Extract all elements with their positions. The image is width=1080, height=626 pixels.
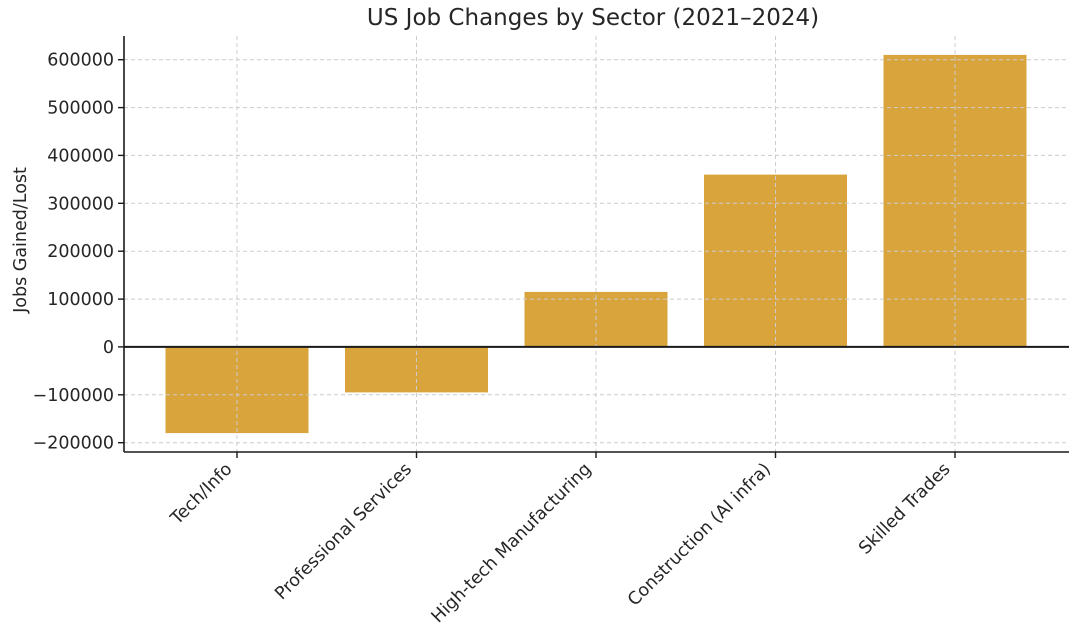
y-tick-label: 0 <box>103 338 114 358</box>
y-axis-title: Jobs Gained/Lost <box>11 167 31 314</box>
y-tick-label: 300000 <box>47 194 114 214</box>
ticks-layer <box>118 59 956 458</box>
y-tick-label: −200000 <box>33 434 114 454</box>
y-tick-label: 100000 <box>47 290 114 310</box>
y-tick-label: 400000 <box>47 146 114 166</box>
y-tick-label: 200000 <box>47 242 114 262</box>
y-tick-label: 600000 <box>47 51 114 71</box>
y-tick-label: −100000 <box>33 386 114 406</box>
chart-title: US Job Changes by Sector (2021–2024) <box>367 5 819 31</box>
y-tick-label: 500000 <box>47 99 114 119</box>
